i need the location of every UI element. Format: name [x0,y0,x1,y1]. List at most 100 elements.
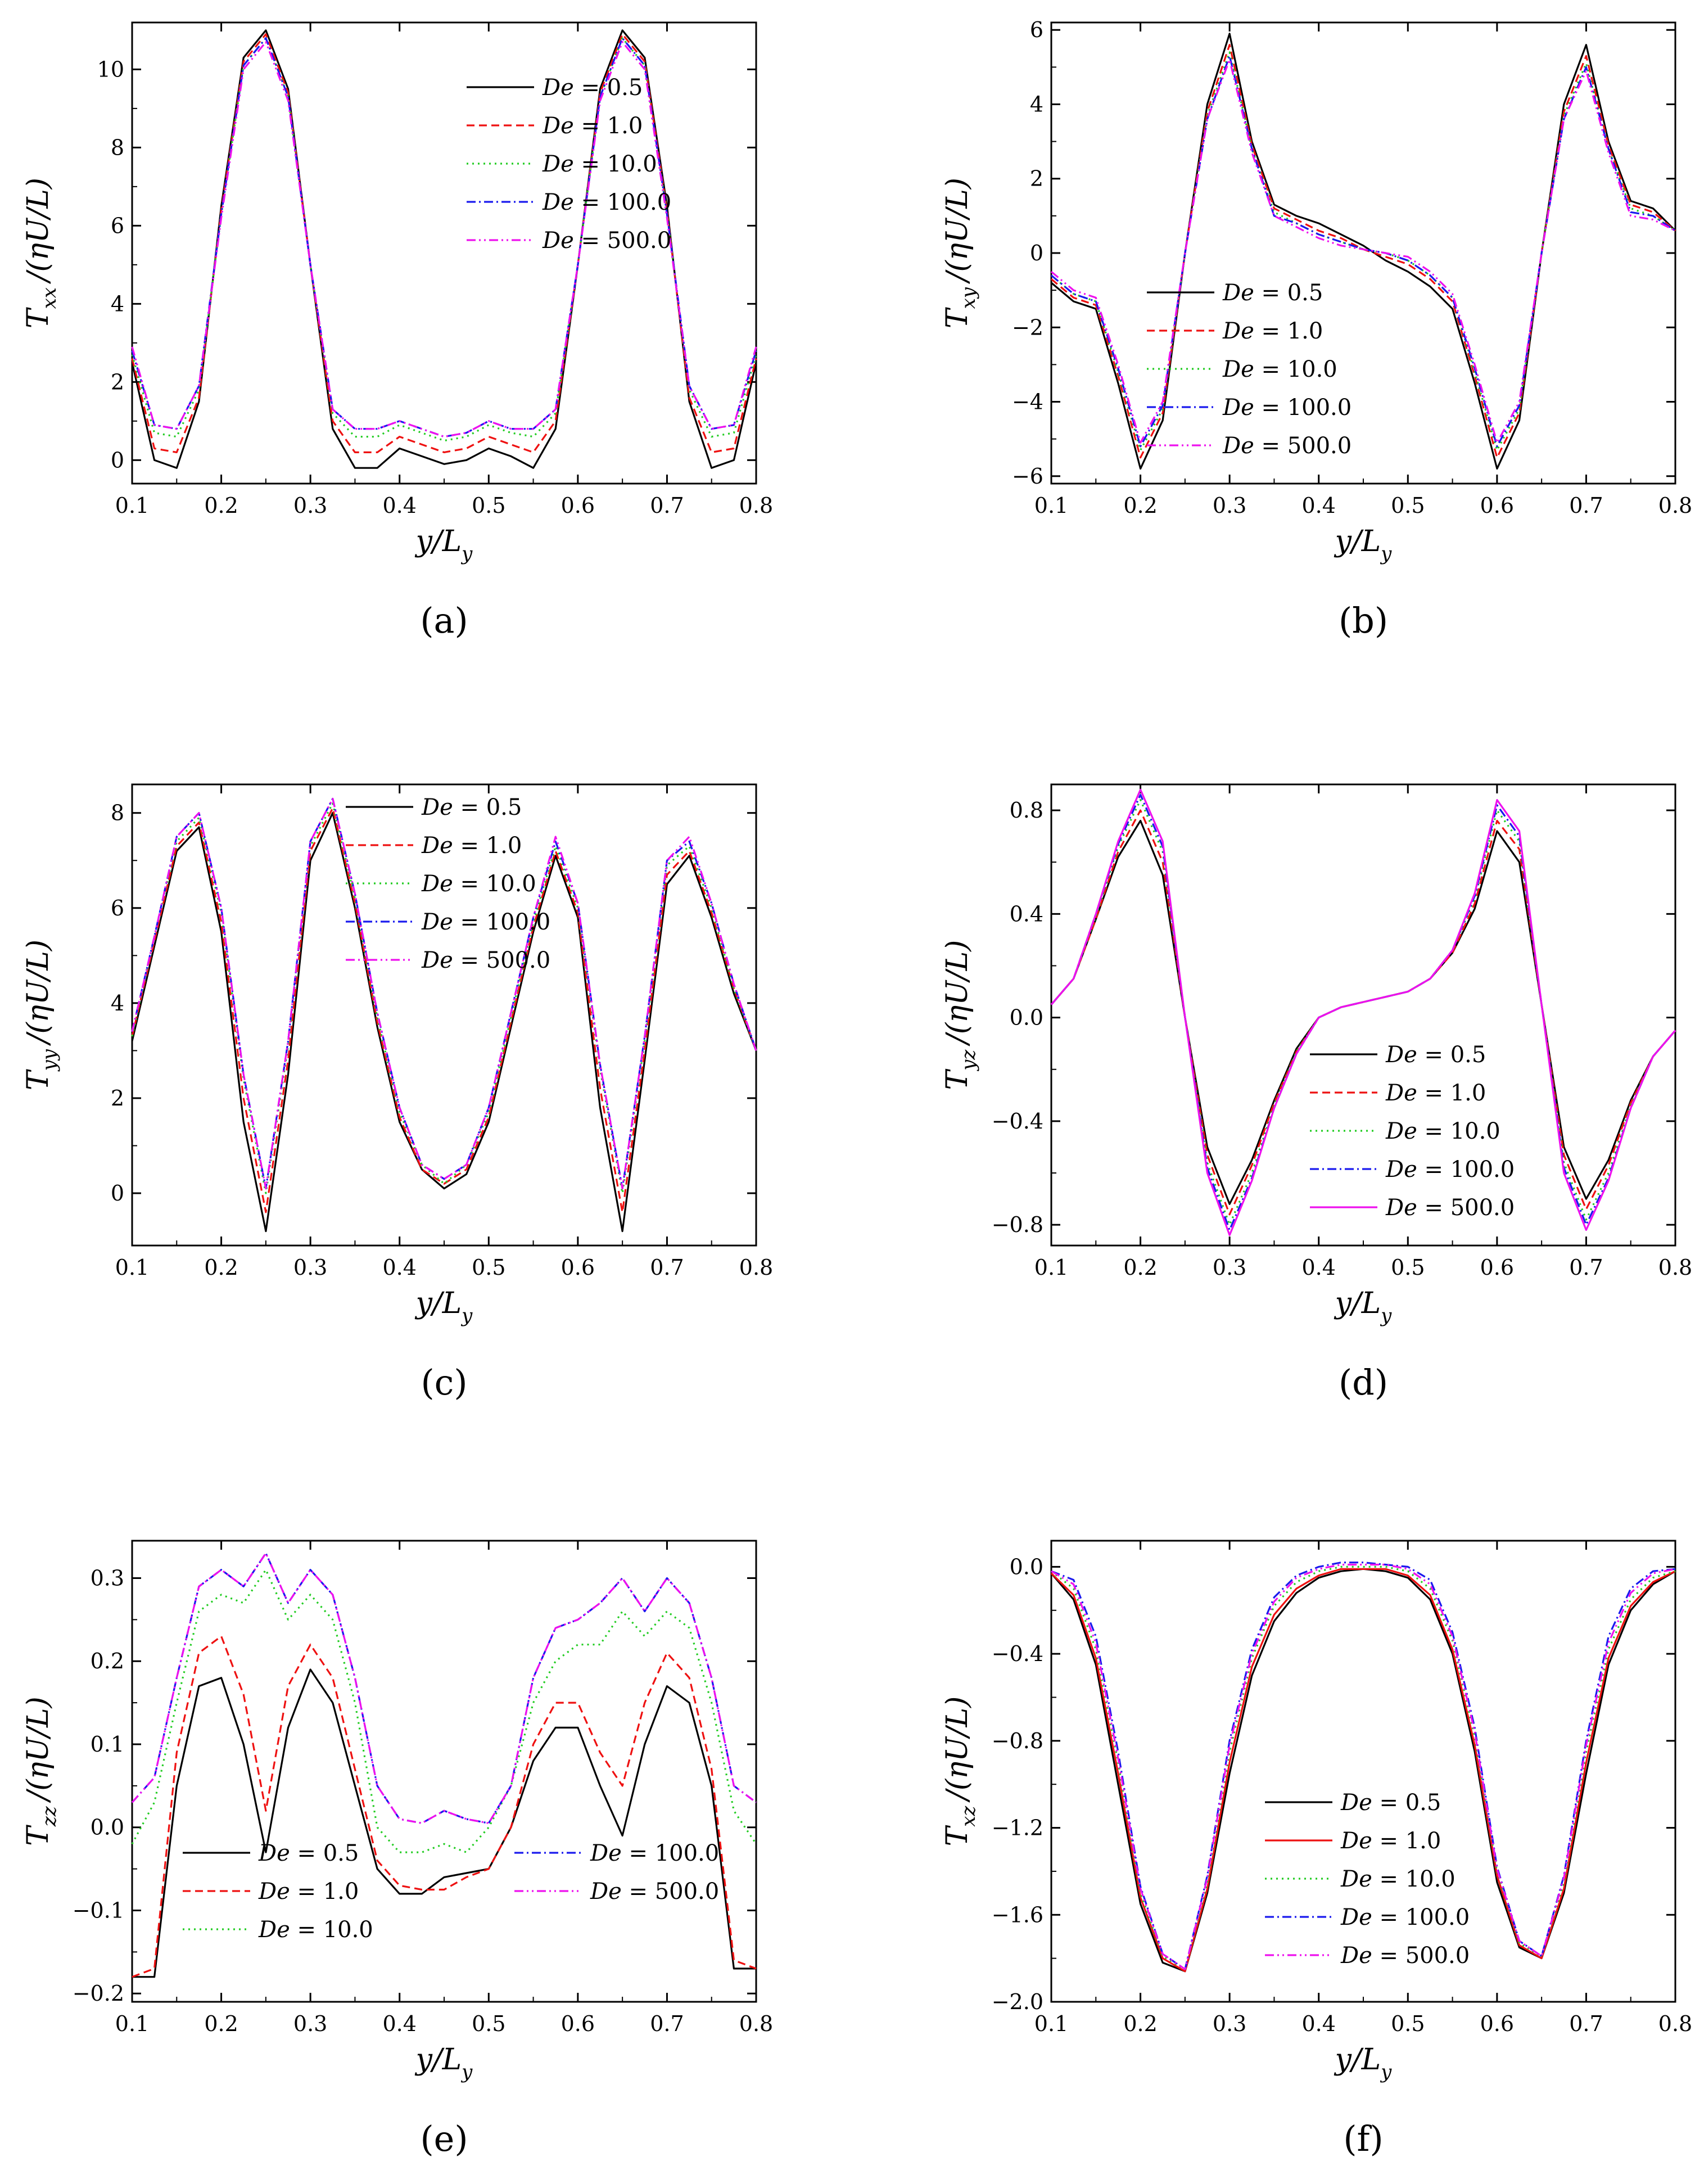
x-tick-label: 0.2 [1123,2011,1157,2036]
series-line-2 [1050,44,1676,459]
y-tick-label: −2.0 [992,1989,1043,2014]
panel-label: (e) [420,2118,468,2159]
legend-label: De = 0.5 [1222,280,1323,306]
x-label-sub: y [1380,2061,1392,2083]
x-tick-label: 0.8 [739,1255,773,1280]
x-tick-label: 0.7 [650,2011,684,2036]
legend-label: De = 1.0 [258,1879,359,1905]
legend: De = 0.5De = 1.0De = 10.0De = 100.0De = … [1310,1042,1515,1221]
legend-label: De = 100.0 [421,909,550,935]
x-tick-label: 0.4 [1301,2011,1335,2036]
legend-label: De = 0.5 [542,75,643,101]
legend-label-var: De [421,909,453,935]
x-tick-label: 0.3 [293,493,327,518]
legend-label-var: De [421,795,453,820]
series-line-1 [1050,819,1676,1205]
x-tick-label: 0.1 [115,493,149,518]
x-tick-label: 0.1 [1034,1255,1068,1280]
x-tick-label: 0.6 [1480,1255,1514,1280]
legend-label-var: De [1385,1042,1417,1068]
legend-label: De = 100.0 [1222,395,1352,421]
y-tick-label: 4 [111,991,124,1016]
series-line-1 [131,812,757,1233]
x-label-sub: y [460,2061,473,2083]
legend-label-var: De [1222,280,1254,306]
legend-label-value: = 500.0 [453,947,550,973]
x-tick-label: 0.5 [472,493,505,518]
legend-label-value: = 500.0 [1372,1943,1470,1969]
x-tick-label: 0.2 [204,493,238,518]
legend-label-value: = 500.0 [622,1879,719,1905]
legend-label: De = 500.0 [1340,1943,1470,1969]
legend-label-var: De [421,947,453,973]
legend-label-value: = 1.0 [290,1879,359,1905]
y-label-rest: /(ηU/L) [21,1696,55,1803]
legend-label: De = 500.0 [1385,1195,1515,1221]
series-line-2 [132,1635,757,1978]
y-tick-label: 0.4 [1010,901,1043,926]
y-label-rest: /(ηU/L) [941,940,974,1047]
x-label-main: y/L [1334,2043,1381,2077]
y-tick-label: 4 [111,291,124,316]
series-line-5 [1050,58,1676,444]
y-axis-label: Tyz/(ηU/L) [941,940,980,1090]
y-tick-label: −4 [1012,390,1043,414]
x-tick-label: 0.4 [382,493,416,518]
series-line-1 [132,1668,756,1978]
y-tick-label: 8 [111,135,124,160]
legend-label: De = 500.0 [590,1879,719,1905]
legend-label: De = 100.0 [590,1840,719,1866]
x-tick-label: 0.7 [1569,1255,1603,1280]
y-label-sub: yz [957,1049,980,1072]
legend-label-var: De [1385,1118,1417,1144]
plot-frame [1050,21,1676,485]
legend-label-value: = 1.0 [453,833,522,859]
y-label-sub: zz [38,1806,61,1827]
x-tick-label: 0.6 [561,493,595,518]
x-tick-label: 0.6 [561,1255,595,1280]
series-line-3 [1050,51,1676,452]
x-tick-label: 0.7 [1569,493,1603,518]
legend-label-value: = 0.5 [290,1840,359,1866]
legend: De = 0.5De = 1.0De = 10.0De = 100.0De = … [1265,1790,1470,1969]
legend-label-var: De [1340,1866,1372,1892]
legend-label: De = 1.0 [542,113,643,139]
y-tick-label: 10 [97,57,124,82]
series-line-4 [1050,793,1676,1231]
chart-panel-5: 0.1 0.2 0.3 0.4 0.5 0.6 0.7 0.8 −0.2 −0.1 0.0 0.1 0.… [21,1540,773,2159]
x-tick-label: 0.6 [1480,2011,1514,2036]
y-tick-label: −0.2 [73,1981,124,2006]
legend-label-value: = 1.0 [574,113,643,139]
legend: De = 0.5De = 1.0De = 10.0De = 100.0De = … [346,795,550,973]
series-line-3 [1051,1565,1676,1970]
x-tick-label: 0.8 [739,493,773,518]
plot-frame [1050,783,1676,1247]
y-tick-label: −0.8 [992,1212,1043,1237]
legend-label-var: De [1222,433,1254,459]
x-tick-label: 0.2 [1123,1255,1157,1280]
legend-label-var: De [1340,1828,1372,1854]
series-line-3 [131,802,757,1194]
x-tick-label: 0.5 [472,1255,505,1280]
y-tick-label: −6 [1012,464,1043,489]
y-label-main: T [21,1069,55,1090]
series-line-1 [1050,33,1676,470]
legend-label-value: = 0.5 [574,75,643,101]
x-label-main: y/L [415,2043,462,2077]
legend-label-var: De [542,228,574,254]
legend-label: De = 10.0 [542,151,657,177]
legend-label-value: = 100.0 [1417,1157,1515,1183]
x-tick-label: 0.8 [1658,1255,1692,1280]
y-tick-label: −0.4 [992,1109,1043,1134]
legend-label-var: De [590,1840,622,1866]
series-line-4 [131,37,757,438]
legend-label-value: = 500.0 [1417,1195,1515,1221]
legend-label-var: De [1340,1943,1372,1969]
legend-label-value: = 10.0 [1417,1118,1500,1144]
y-tick-label: 8 [111,801,124,825]
y-label-main: T [941,1068,974,1090]
y-tick-label: 4 [1030,92,1043,116]
series-line-2 [1050,1568,1676,1973]
y-label-rest: /(ηU/L) [21,178,55,285]
